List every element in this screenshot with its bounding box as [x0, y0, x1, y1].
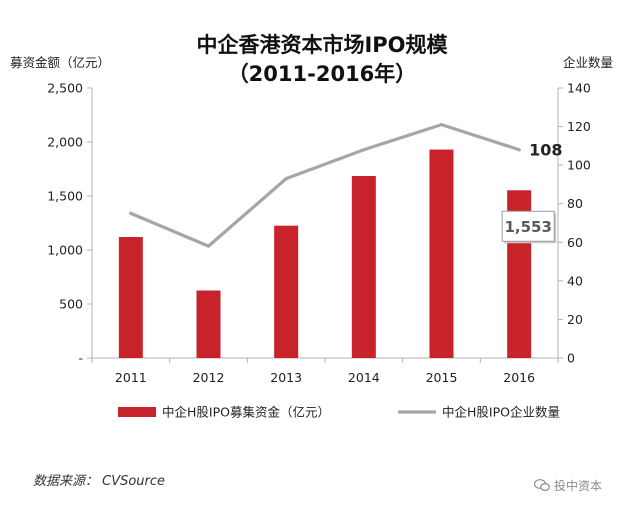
line-point-2016: [517, 148, 521, 152]
legend: 中企H股IPO募集资金（亿元） 中企H股IPO企业数量: [118, 405, 560, 420]
line-point-2013: [284, 177, 288, 181]
right-tick-label: 20: [567, 312, 583, 327]
bar-2014: [351, 176, 376, 358]
left-tick-label: 1,000: [47, 243, 83, 258]
line-point-2012: [206, 244, 211, 248]
legend-label-count: 中企H股IPO企业数量: [442, 405, 560, 420]
left-tick-label: 2,500: [47, 81, 83, 96]
legend-label-funds: 中企H股IPO募集资金（亿元）: [162, 405, 330, 420]
right-tick-label: 140: [567, 81, 591, 96]
x-tick-label: 2013: [270, 370, 302, 385]
bar-2011: [118, 237, 143, 358]
x-tick-label: 2012: [193, 370, 225, 385]
wechat-icon: [534, 479, 550, 491]
right-tick-label: 120: [567, 119, 591, 134]
left-tick-label: 1,500: [47, 189, 83, 204]
line-point-2014: [362, 148, 366, 152]
chart-subtitle: （2011-2016年）: [228, 62, 417, 86]
data-label-funds-2016: 1,553: [504, 218, 551, 236]
x-tick-label: 2011: [115, 370, 147, 385]
right-tick-label: 60: [567, 235, 583, 250]
x-tick-label: 2016: [503, 370, 535, 385]
line-point-2015: [439, 123, 444, 127]
watermark-text: 投中资本: [554, 479, 603, 493]
x-tick-label: 2014: [348, 370, 380, 385]
watermark: 投中资本: [534, 477, 602, 494]
right-tick-label: 80: [567, 196, 583, 211]
chart-title: 中企香港资本市场IPO规模: [196, 33, 448, 57]
line-point-2011: [129, 211, 133, 215]
bar-2015: [429, 149, 454, 358]
bar-2013: [274, 225, 299, 358]
right-tick-label: 100: [567, 158, 591, 173]
left-tick-label: -: [78, 351, 83, 366]
bar-2012: [196, 290, 221, 358]
line-series-company-count: [129, 123, 521, 248]
legend-swatch-funds: [118, 407, 156, 417]
right-axis-title: 企业数量: [563, 55, 613, 70]
right-tick-label: 40: [567, 273, 583, 288]
left-axis-title: 募资金额（亿元）: [10, 55, 110, 70]
plot-area: - 500 1,000 1,500 2,000 2,500 0 20 40 60 80 100 120 1…: [47, 81, 591, 386]
right-tick-label: 0: [567, 351, 575, 366]
left-tick-label: 2,000: [47, 135, 83, 150]
source-note: 数据来源： CVSource: [33, 474, 166, 489]
data-label-box: [501, 210, 555, 242]
data-label-count-2016: 108: [529, 141, 562, 160]
left-tick-label: 500: [59, 297, 83, 312]
x-tick-label: 2015: [426, 370, 458, 385]
